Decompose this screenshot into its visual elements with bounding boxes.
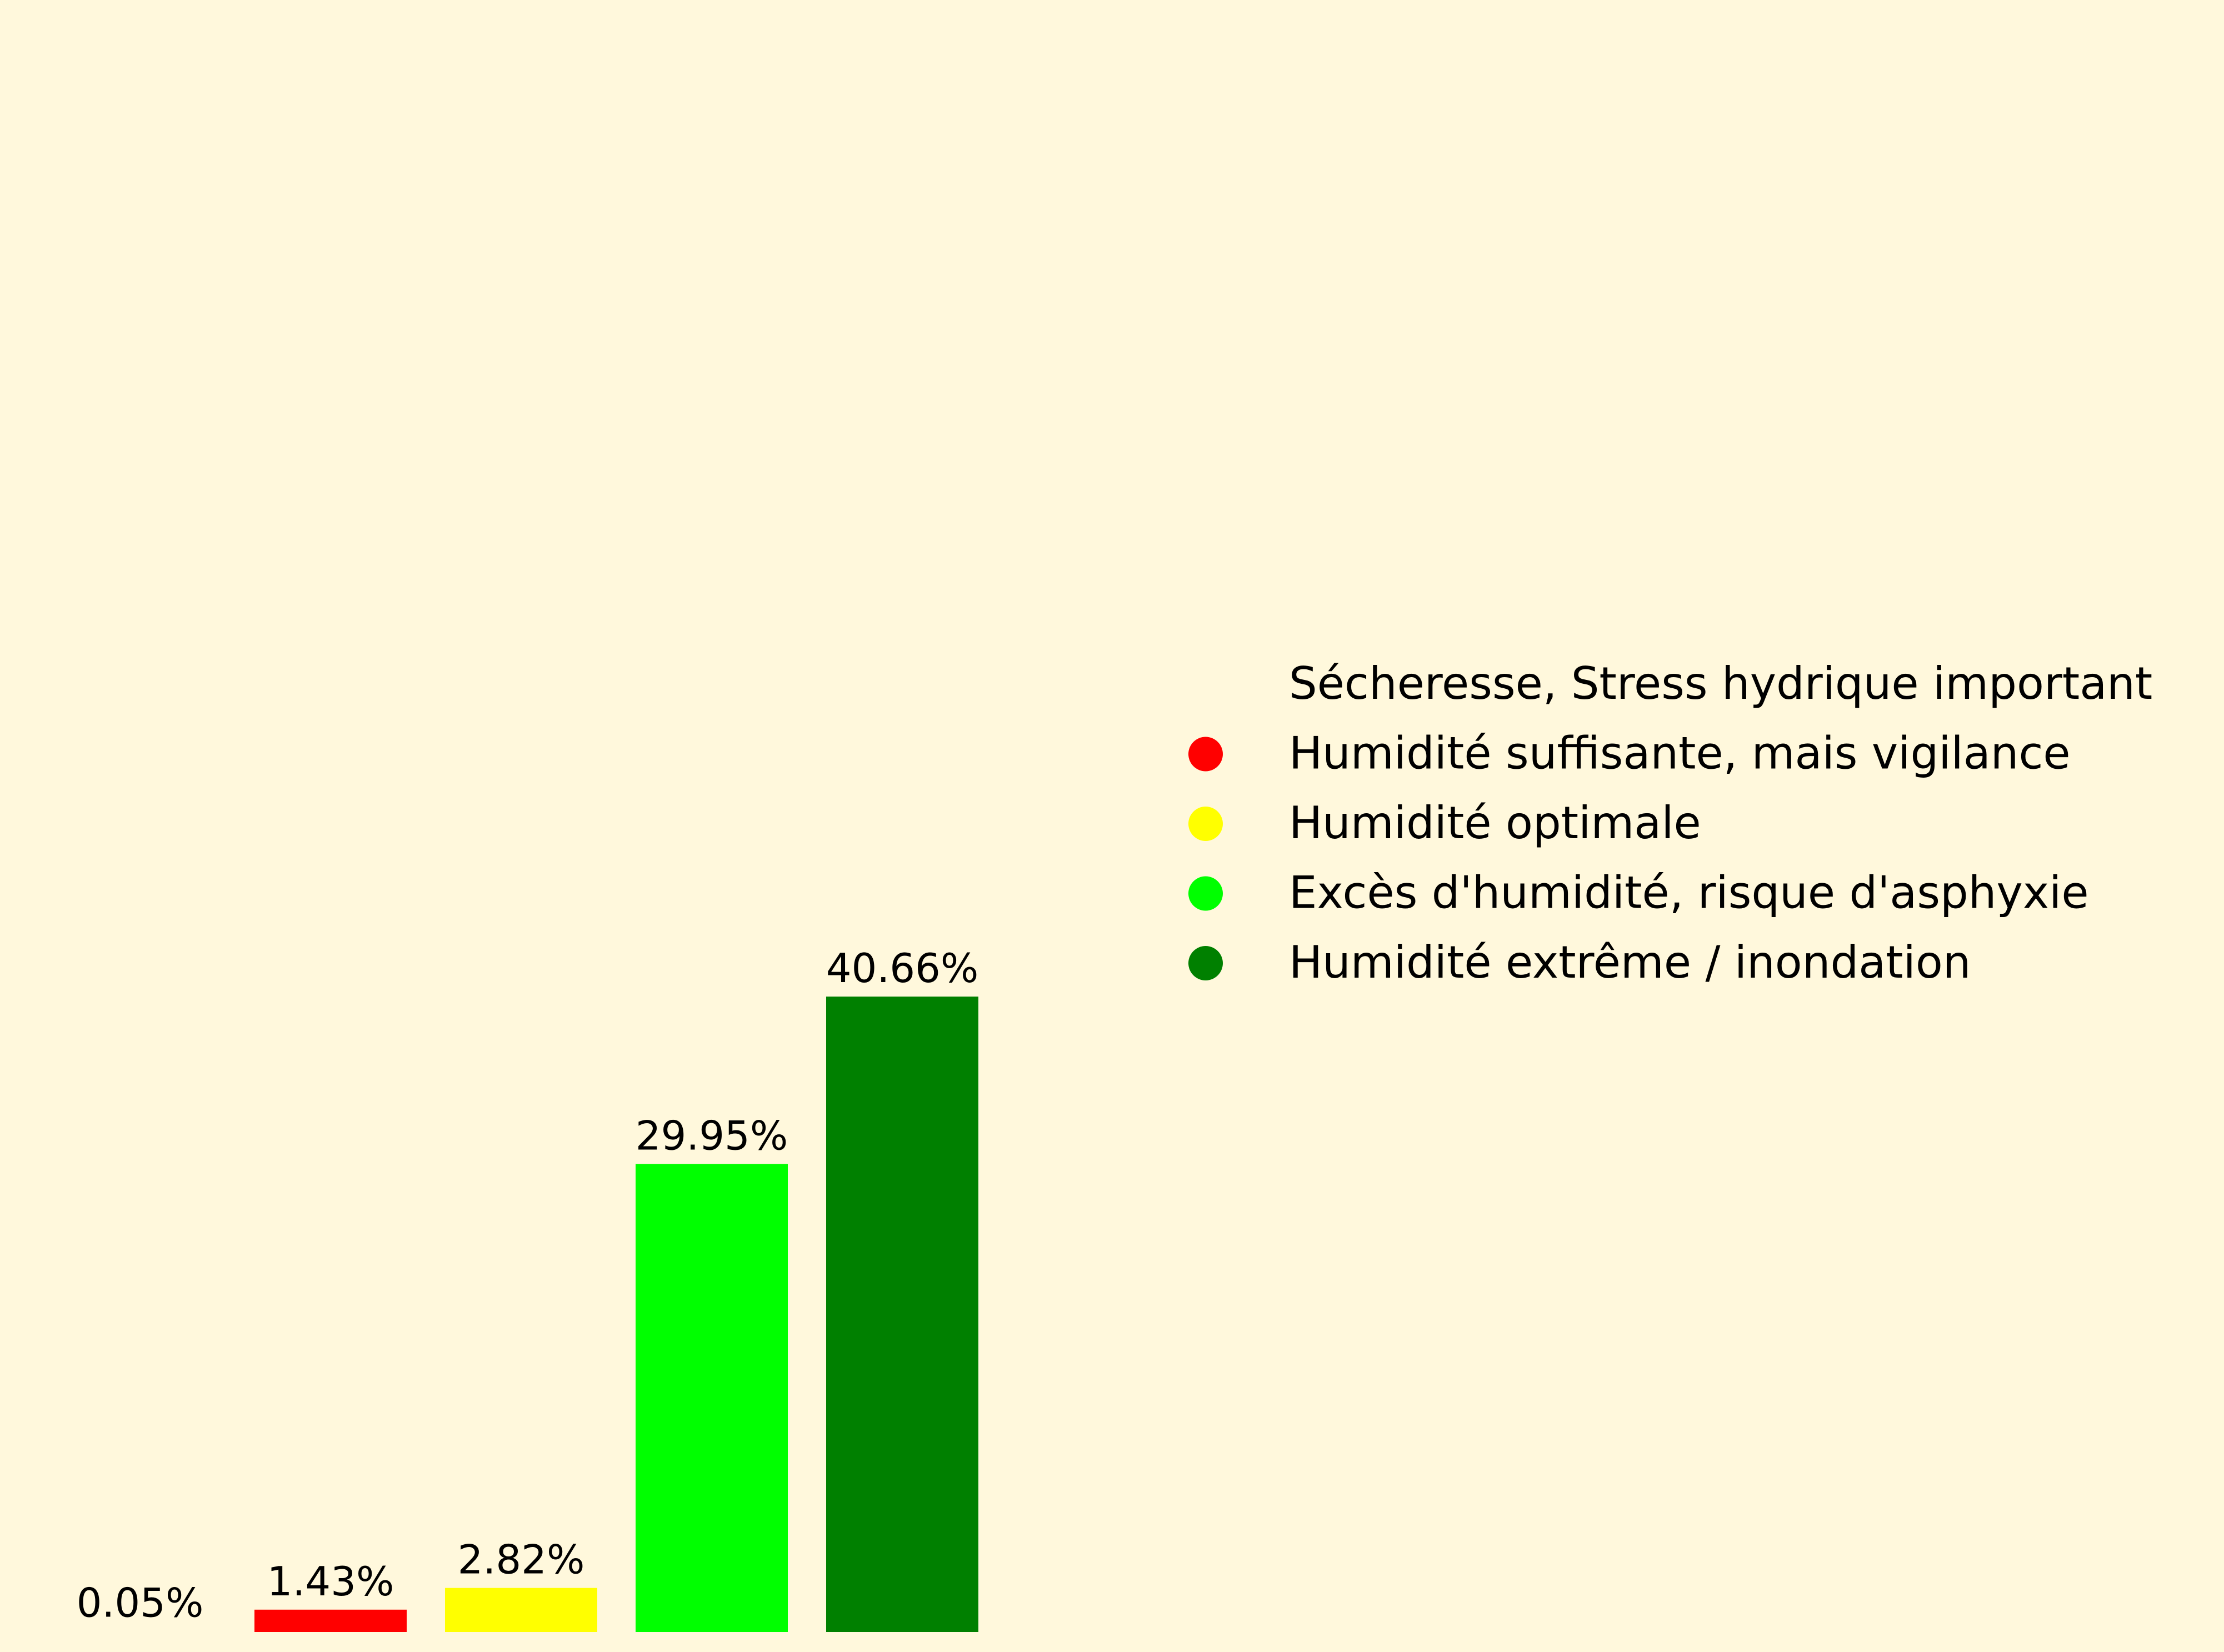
legend-marker-2 xyxy=(1188,737,1223,772)
bar-value-label-5: 40.66% xyxy=(826,945,979,992)
bar-value-label-1: 0.05% xyxy=(77,1580,204,1626)
legend-label-3: Humidité optimale xyxy=(1289,797,1701,849)
value-labels-layer: 0.05% 1.43% 2.82% 29.95% 40.66% xyxy=(77,945,979,1626)
bar-3 xyxy=(445,1588,597,1632)
legend-item-4: Excès d'humidité, risque d'asphyxie xyxy=(1188,867,2089,919)
legend: Sécheresse, Stress hydrique important Hum… xyxy=(1188,658,2152,988)
bar-2 xyxy=(254,1609,407,1632)
legend-marker-3 xyxy=(1188,807,1223,841)
legend-label-4: Excès d'humidité, risque d'asphyxie xyxy=(1289,867,2089,919)
legend-label-5: Humidité extrême / inondation xyxy=(1289,937,1971,988)
bar-value-label-4: 29.95% xyxy=(636,1112,788,1159)
bar-5 xyxy=(826,997,978,1632)
legend-marker-4 xyxy=(1188,876,1223,911)
bars-layer xyxy=(64,997,978,1632)
legend-label-2: Humidité suffisante, mais vigilance xyxy=(1289,728,2071,779)
legend-item-1: Sécheresse, Stress hydrique important xyxy=(1188,658,2152,709)
legend-label-1: Sécheresse, Stress hydrique important xyxy=(1289,658,2152,709)
bar-1 xyxy=(64,1631,216,1632)
bar-value-label-2: 1.43% xyxy=(267,1558,394,1605)
bar-value-label-3: 2.82% xyxy=(458,1536,585,1583)
legend-item-2: Humidité suffisante, mais vigilance xyxy=(1188,728,2071,779)
legend-marker-1 xyxy=(1188,667,1223,702)
legend-item-5: Humidité extrême / inondation xyxy=(1188,937,1971,988)
legend-marker-5 xyxy=(1188,946,1223,980)
bar-4 xyxy=(636,1164,788,1632)
legend-item-3: Humidité optimale xyxy=(1188,797,1701,849)
